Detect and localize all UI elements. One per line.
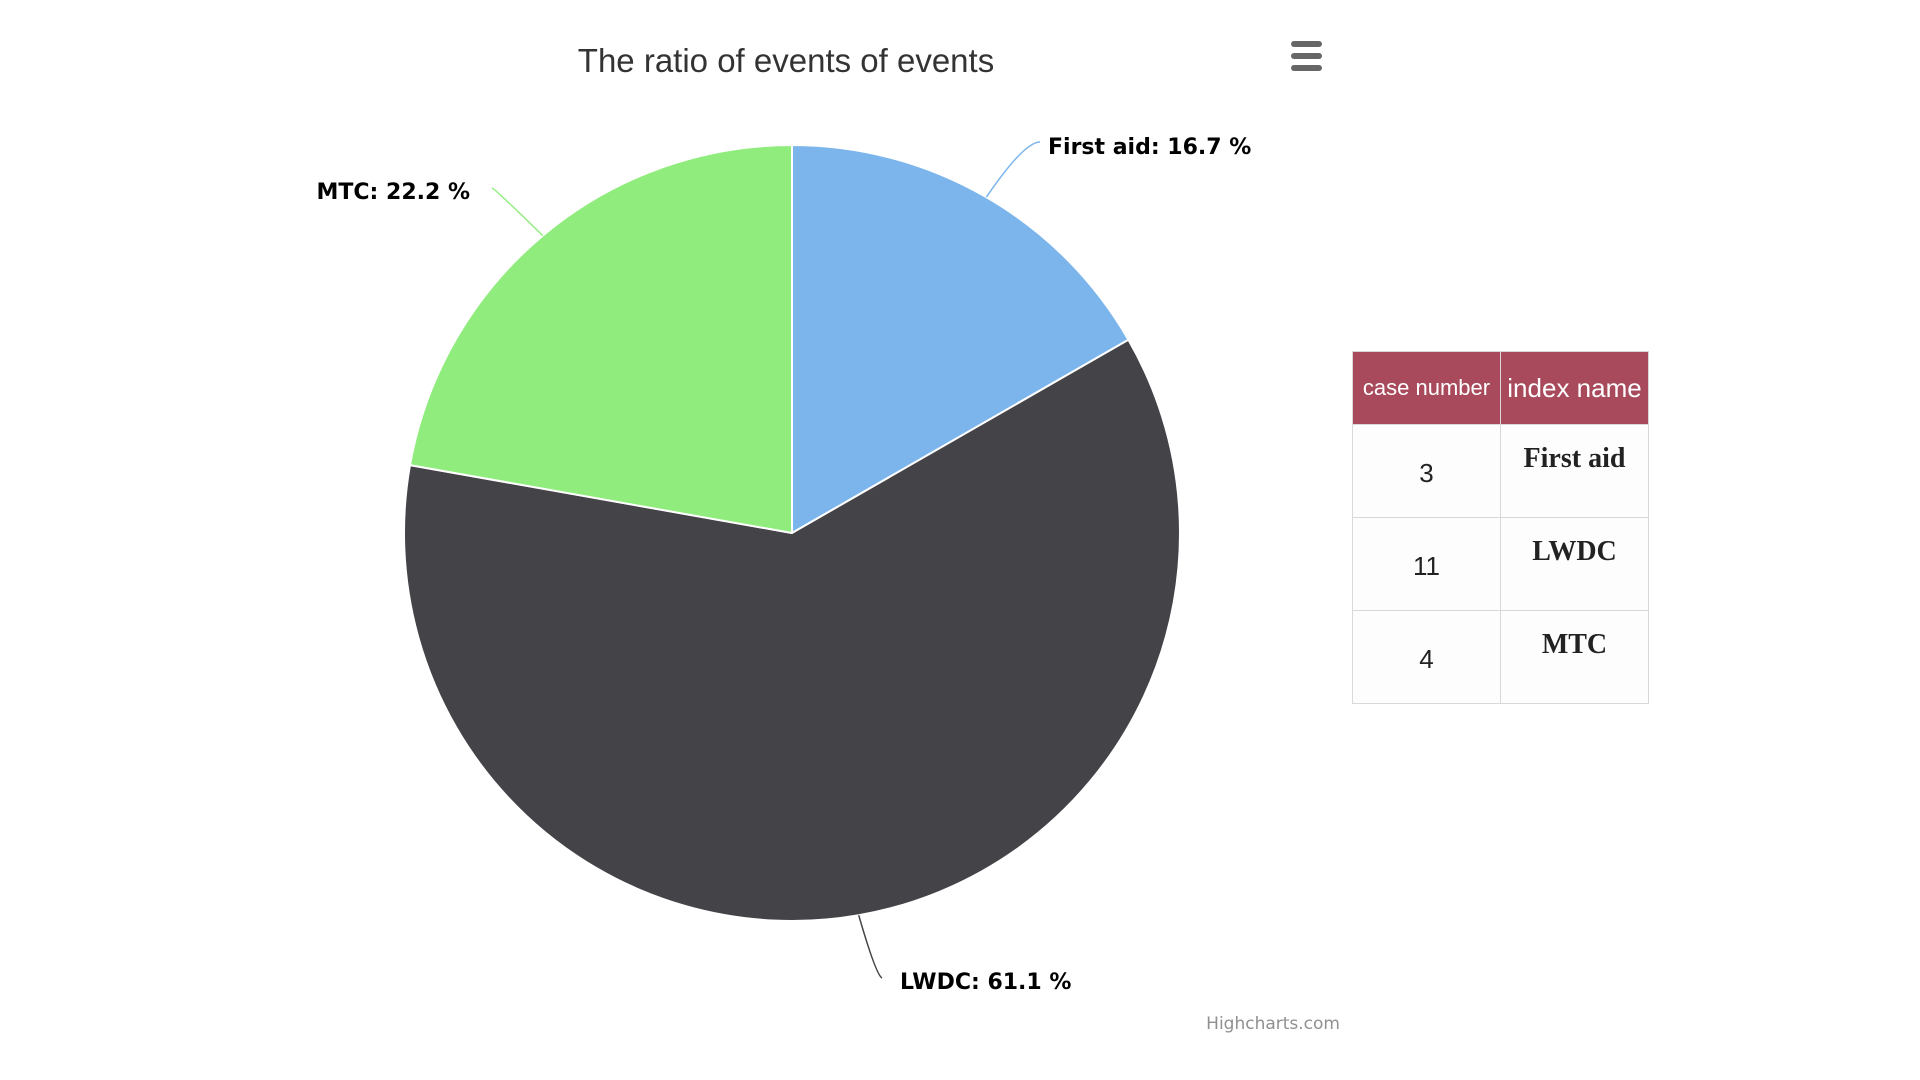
index-name-cell: First aid <box>1500 424 1649 518</box>
data-table: case number index name 3 First aid 11 LW… <box>1352 351 1649 704</box>
index-name-cell: MTC <box>1500 610 1649 704</box>
data-label-mtc: MTC: 22.2 % <box>317 180 470 205</box>
table-row: 11 LWDC <box>1352 517 1649 611</box>
table-header-row: case number index name <box>1352 351 1649 425</box>
credits-link[interactable]: Highcharts.com <box>1206 1014 1340 1034</box>
data-label-lwdc: LWDC: 61.1 % <box>900 970 1071 995</box>
case-number-cell: 3 <box>1352 424 1501 518</box>
header-index-name: index name <box>1500 351 1649 425</box>
chart-title: The ratio of events of events <box>578 42 994 79</box>
table-row: 4 MTC <box>1352 610 1649 704</box>
header-case-number: case number <box>1352 351 1501 425</box>
pie-slice-lwdc[interactable] <box>403 338 1181 922</box>
case-number-cell: 4 <box>1352 610 1501 704</box>
connector-line <box>491 187 544 237</box>
pie-slices <box>403 144 1181 922</box>
pie-slice-mtc[interactable] <box>408 144 793 534</box>
case-number-cell: 11 <box>1352 517 1501 611</box>
pie-slice-first-aid[interactable] <box>791 144 1130 534</box>
index-name-cell: LWDC <box>1500 517 1649 611</box>
data-label-first-aid: First aid: 16.7 % <box>1048 135 1251 160</box>
pie-labels: First aid: 16.7 % LWDC: 61.1 % MTC: 22.2 % <box>317 135 1252 995</box>
connector-line <box>857 915 883 979</box>
connector-line <box>985 141 1041 198</box>
table-row: 3 First aid <box>1352 424 1649 518</box>
menu-button[interactable] <box>1283 36 1329 76</box>
